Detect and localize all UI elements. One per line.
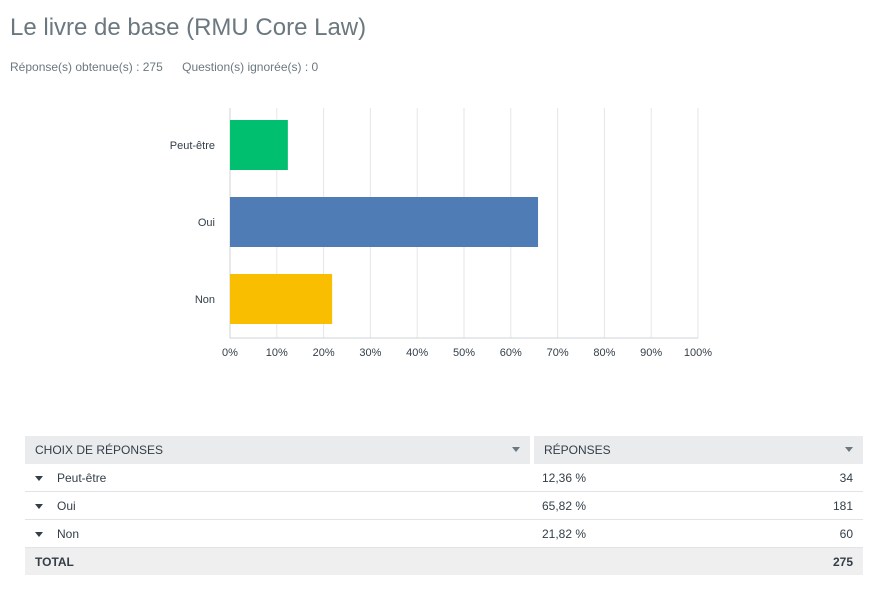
bar bbox=[230, 274, 333, 324]
category-label: Peut-être bbox=[170, 140, 215, 152]
choice-label: Oui bbox=[57, 498, 76, 513]
x-tick-label: 20% bbox=[313, 347, 335, 359]
results-table: CHOIX DE RÉPONSES RÉPONSES Peut-être 12,… bbox=[25, 436, 863, 575]
question-title: Le livre de base (RMU Core Law) bbox=[10, 14, 367, 41]
x-tick-label: 80% bbox=[593, 347, 615, 359]
total-value: 275 bbox=[532, 547, 863, 575]
chevron-down-icon[interactable] bbox=[35, 475, 43, 481]
x-tick-label: 30% bbox=[359, 347, 381, 359]
bar bbox=[230, 197, 539, 247]
bar-chart: 0% 10% 20% 30% 40% 50% 60% 70% 80% 90% 100% Peut-êt… bbox=[170, 108, 712, 359]
percent-value: 12,36 % bbox=[542, 470, 587, 485]
category-label: Oui bbox=[198, 217, 215, 229]
answered-count: Réponse(s) obtenue(s) : 275 bbox=[10, 60, 163, 74]
table-row: Peut-être 12,36 % 34 bbox=[25, 464, 863, 492]
percent-value: 65,82 % bbox=[542, 498, 587, 513]
sort-arrow-icon[interactable] bbox=[845, 447, 853, 452]
count-value: 181 bbox=[832, 498, 853, 513]
choice-label: Non bbox=[57, 526, 80, 541]
x-tick-label: 60% bbox=[500, 347, 522, 359]
chevron-down-icon[interactable] bbox=[35, 531, 43, 537]
sort-arrow-icon[interactable] bbox=[512, 447, 520, 452]
total-label: TOTAL bbox=[25, 547, 532, 575]
response-summary: Réponse(s) obtenue(s) : 275 Question(s) … bbox=[10, 60, 318, 74]
table-row: Oui 65,82 % 181 bbox=[25, 491, 863, 520]
count-value: 60 bbox=[839, 526, 853, 541]
choice-label: Peut-être bbox=[57, 470, 107, 485]
x-tick-label: 50% bbox=[453, 347, 475, 359]
table-row: Non 21,82 % 60 bbox=[25, 519, 863, 548]
x-tick-label: 70% bbox=[547, 347, 569, 359]
chevron-down-icon[interactable] bbox=[35, 503, 43, 509]
x-tick-label: 10% bbox=[266, 347, 288, 359]
x-tick-label: 0% bbox=[222, 347, 238, 359]
percent-value: 21,82 % bbox=[542, 526, 587, 541]
choices-column-header[interactable]: CHOIX DE RÉPONSES bbox=[25, 436, 534, 464]
skipped-count: Question(s) ignorée(s) : 0 bbox=[182, 60, 319, 74]
category-label: Non bbox=[195, 294, 215, 306]
responses-column-header[interactable]: RÉPONSES bbox=[532, 436, 863, 464]
bar bbox=[230, 120, 288, 170]
x-tick-label: 40% bbox=[406, 347, 428, 359]
count-value: 34 bbox=[839, 470, 853, 485]
total-row: TOTAL 275 bbox=[25, 547, 863, 575]
x-tick-label: 90% bbox=[640, 347, 662, 359]
x-tick-label: 100% bbox=[684, 347, 712, 359]
